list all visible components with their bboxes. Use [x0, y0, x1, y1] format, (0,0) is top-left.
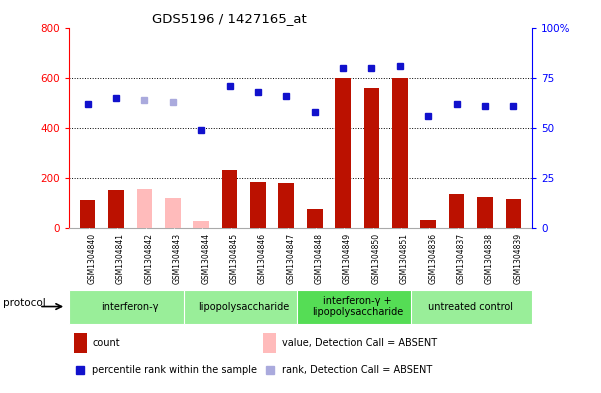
- Bar: [80, 200, 96, 228]
- Bar: [136, 189, 152, 228]
- Bar: [329, 228, 357, 287]
- Text: GDS5196 / 1427165_at: GDS5196 / 1427165_at: [153, 12, 307, 25]
- Bar: [74, 333, 87, 353]
- Bar: [300, 228, 329, 287]
- Text: GSM1304843: GSM1304843: [172, 233, 182, 284]
- Text: interferon-γ +
lipopolysaccharide: interferon-γ + lipopolysaccharide: [312, 296, 403, 317]
- Bar: [159, 228, 187, 287]
- Bar: [73, 228, 102, 287]
- Text: value, Detection Call = ABSENT: value, Detection Call = ABSENT: [282, 338, 437, 348]
- Bar: [297, 290, 417, 324]
- Bar: [421, 220, 436, 228]
- Bar: [130, 228, 159, 287]
- Bar: [307, 209, 323, 228]
- Bar: [335, 78, 351, 228]
- Bar: [187, 228, 215, 287]
- Text: GSM1304836: GSM1304836: [429, 233, 438, 284]
- Text: GSM1304841: GSM1304841: [116, 233, 125, 284]
- Bar: [357, 228, 386, 287]
- Bar: [184, 290, 304, 324]
- Bar: [194, 221, 209, 228]
- Bar: [165, 198, 180, 228]
- Bar: [250, 182, 266, 228]
- Bar: [505, 199, 521, 228]
- Text: protocol: protocol: [3, 298, 46, 308]
- Text: GSM1304842: GSM1304842: [144, 233, 153, 284]
- Bar: [69, 290, 190, 324]
- Bar: [108, 190, 124, 228]
- Text: lipopolysaccharide: lipopolysaccharide: [198, 301, 289, 312]
- Bar: [414, 228, 442, 287]
- Bar: [449, 194, 465, 228]
- Text: GSM1304848: GSM1304848: [315, 233, 324, 284]
- Text: GSM1304844: GSM1304844: [201, 233, 210, 284]
- Text: GSM1304839: GSM1304839: [513, 233, 522, 284]
- Bar: [272, 228, 300, 287]
- Bar: [411, 290, 532, 324]
- Bar: [499, 228, 528, 287]
- Bar: [263, 333, 276, 353]
- Text: GSM1304837: GSM1304837: [457, 233, 466, 284]
- Text: untreated control: untreated control: [429, 301, 513, 312]
- Bar: [442, 228, 471, 287]
- Bar: [471, 228, 499, 287]
- Text: GSM1304845: GSM1304845: [230, 233, 239, 284]
- Bar: [102, 228, 130, 287]
- Text: GSM1304850: GSM1304850: [371, 233, 380, 284]
- Text: GSM1304851: GSM1304851: [400, 233, 409, 284]
- Text: GSM1304849: GSM1304849: [343, 233, 352, 284]
- Bar: [477, 196, 493, 228]
- Text: percentile rank within the sample: percentile rank within the sample: [93, 365, 257, 375]
- Text: rank, Detection Call = ABSENT: rank, Detection Call = ABSENT: [282, 365, 432, 375]
- Bar: [278, 183, 294, 228]
- Text: GSM1304840: GSM1304840: [88, 233, 97, 284]
- Bar: [244, 228, 272, 287]
- Text: GSM1304846: GSM1304846: [258, 233, 267, 284]
- Bar: [386, 228, 414, 287]
- Text: count: count: [93, 338, 120, 348]
- Bar: [215, 228, 244, 287]
- Bar: [364, 88, 379, 228]
- Text: interferon-γ: interferon-γ: [102, 301, 159, 312]
- Text: GSM1304838: GSM1304838: [485, 233, 494, 284]
- Bar: [392, 78, 407, 228]
- Bar: [222, 170, 237, 228]
- Text: GSM1304847: GSM1304847: [286, 233, 295, 284]
